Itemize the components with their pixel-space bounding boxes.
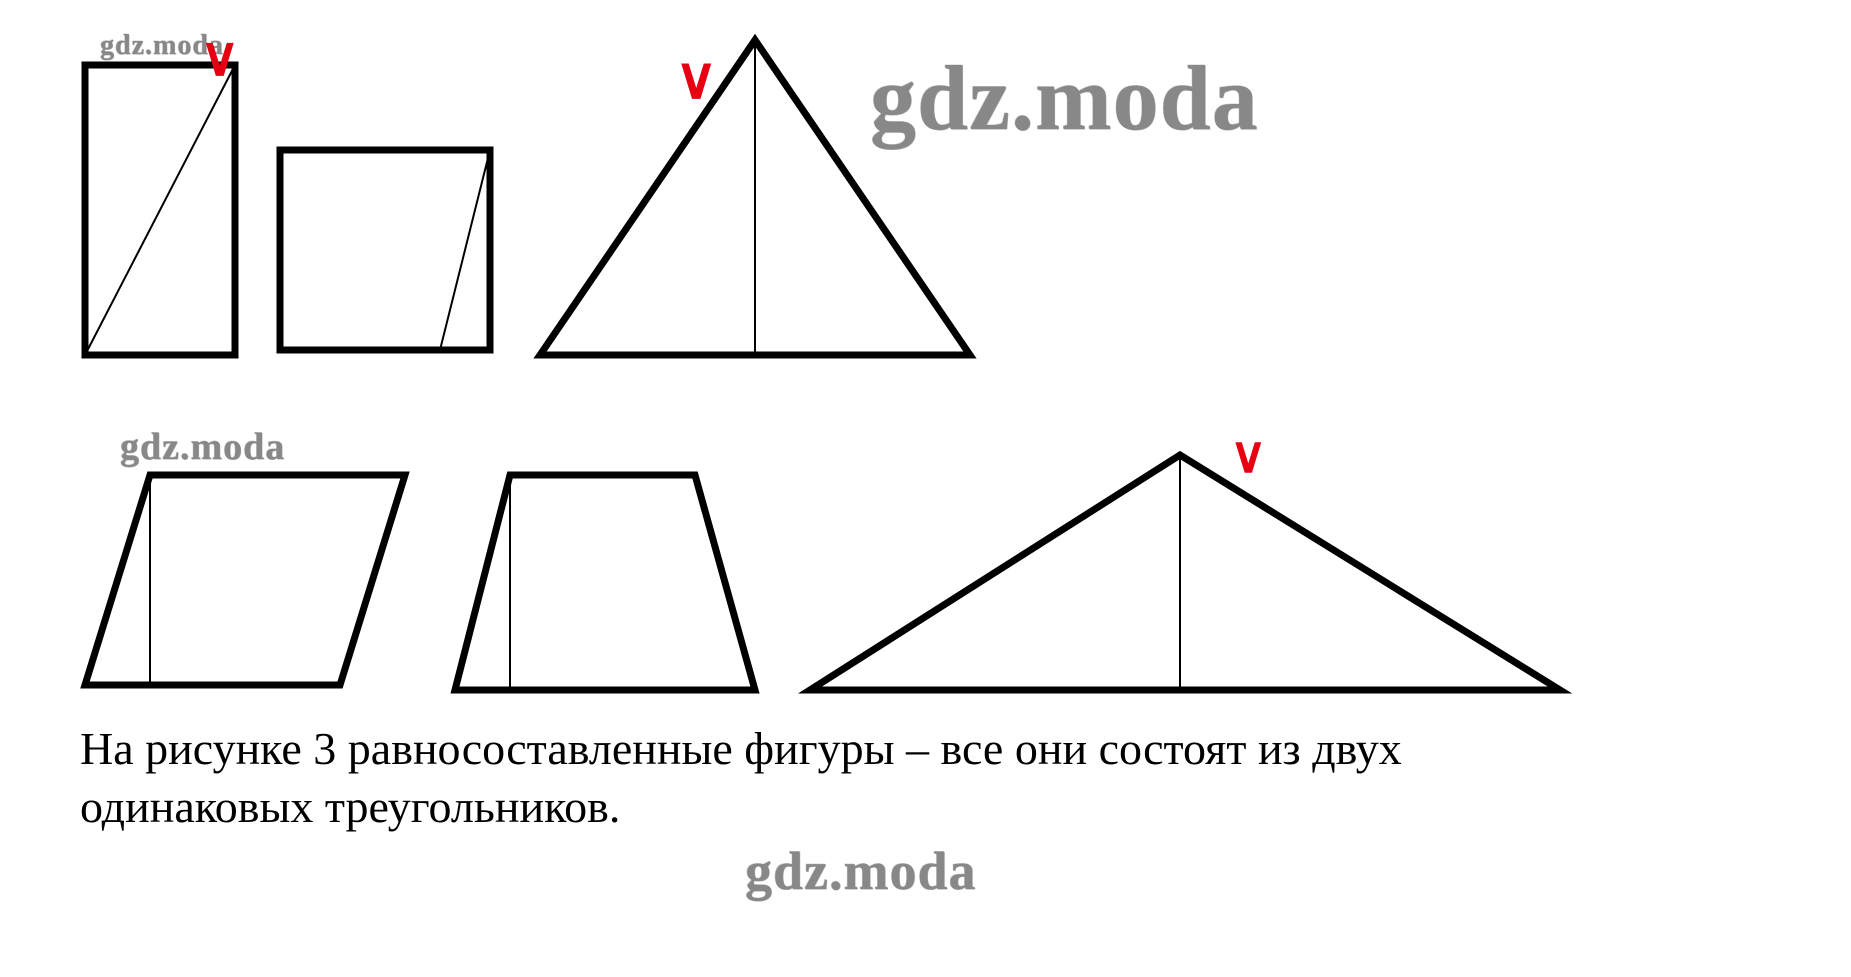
caption-line-2: одинаковых треугольников.	[80, 781, 620, 832]
watermark-3: gdz.moda	[120, 425, 285, 469]
shape-trapezoid	[455, 475, 755, 690]
watermark-2: gdz.moda	[870, 45, 1259, 151]
diagram-canvas: gdz.moda gdz.moda gdz.moda gdz.moda ∨ ∨ …	[0, 0, 1851, 977]
shape-triangle-wide	[810, 455, 1560, 690]
watermark-4: gdz.moda	[745, 840, 977, 902]
caption-text: На рисунке 3 равносоставленные фигуры – …	[80, 720, 1402, 835]
check-mark-2: ∨	[675, 50, 717, 108]
shape-rect-tall	[85, 65, 235, 355]
caption-line-1: На рисунке 3 равносоставленные фигуры – …	[80, 723, 1402, 774]
shape-parallelogram	[85, 475, 405, 685]
shape-rect-wide	[280, 150, 490, 350]
check-mark-3: ∨	[1230, 430, 1267, 480]
check-mark-1: ∨	[200, 30, 240, 84]
